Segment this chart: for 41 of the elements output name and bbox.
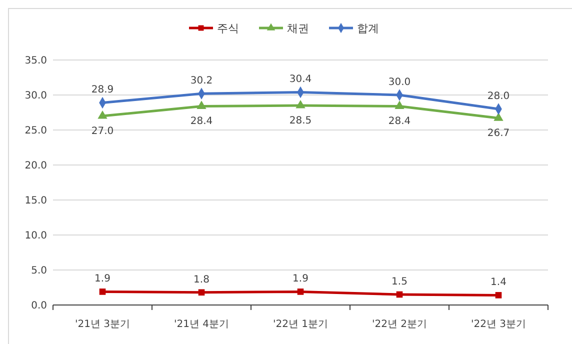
x-tick-label: '22년 3분기 xyxy=(470,319,526,330)
point xyxy=(99,288,106,295)
point xyxy=(196,100,206,109)
data-label: 1.4 xyxy=(490,277,506,288)
y-tick-label: 10.0 xyxy=(24,230,47,242)
data-label: 28.0 xyxy=(487,91,510,102)
point xyxy=(296,100,306,108)
y-tick-label: 35.0 xyxy=(24,56,47,66)
point xyxy=(394,100,404,109)
point xyxy=(198,289,205,296)
data-label: 28.4 xyxy=(190,116,213,128)
data-label: 26.7 xyxy=(487,128,510,140)
data-label: 30.0 xyxy=(388,77,411,88)
y-tick-label: 15.0 xyxy=(24,196,47,206)
x-tick-label: '21년 4분기 xyxy=(174,319,230,330)
legend-label: 주식 xyxy=(217,22,239,35)
data-label: 28.5 xyxy=(289,116,312,126)
point xyxy=(495,292,502,298)
x-tick-label: '21년 3분기 xyxy=(74,319,130,330)
data-label: 1.8 xyxy=(194,274,210,286)
data-label: 1.9 xyxy=(292,274,308,285)
point xyxy=(494,112,504,121)
data-label: 28.9 xyxy=(91,84,114,96)
legend-label: 채권 xyxy=(287,22,309,35)
point xyxy=(297,288,304,295)
y-tick-label: 20.0 xyxy=(24,160,47,172)
y-tick-label: 25.0 xyxy=(24,126,47,136)
data-label: 30.2 xyxy=(190,76,213,87)
legend-label: 합계 xyxy=(357,22,379,35)
data-label: 1.5 xyxy=(392,276,408,288)
data-label: 27.0 xyxy=(91,126,114,137)
data-label: 1.9 xyxy=(94,274,110,285)
y-tick-label: 5.0 xyxy=(31,266,47,276)
point xyxy=(396,291,403,298)
y-tick-label: 0.0 xyxy=(31,300,47,312)
y-tick-label: 30.0 xyxy=(24,90,47,102)
data-label: 30.4 xyxy=(289,74,312,86)
x-tick-label: '22년 2분기 xyxy=(372,319,428,330)
data-label: 28.4 xyxy=(388,116,411,128)
point xyxy=(98,110,108,119)
x-tick-label: '22년 1분기 xyxy=(272,319,328,330)
